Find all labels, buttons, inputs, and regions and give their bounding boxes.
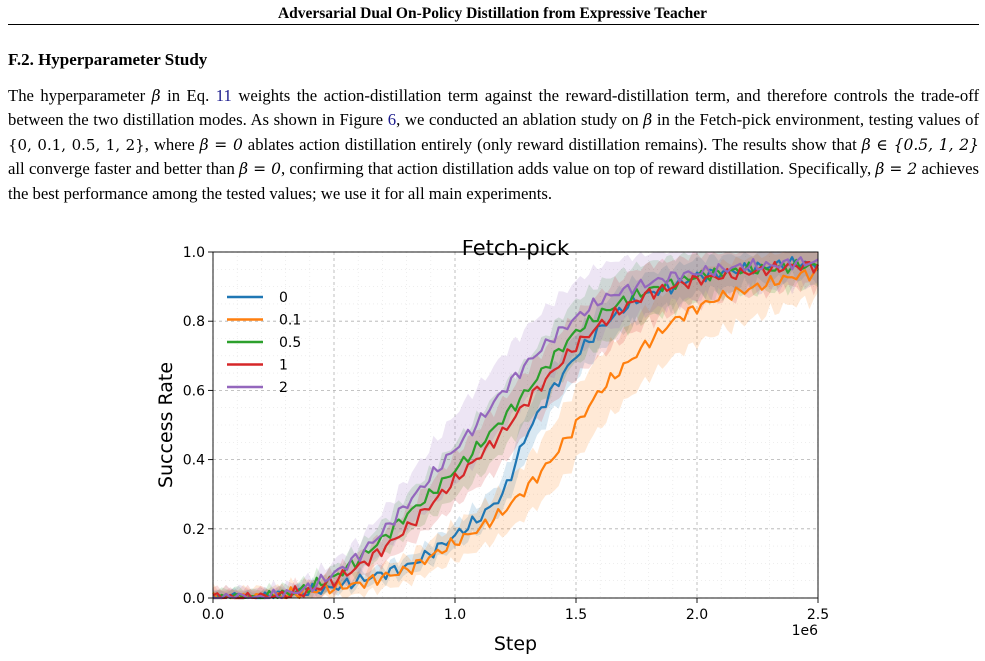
beta-value-set: {0, 0.1, 0.5, 1, 2} — [8, 135, 145, 154]
equation-link[interactable]: 11 — [215, 86, 232, 105]
x-tick-label: 1.5 — [565, 607, 587, 623]
para-text-7: ablates action distillation entirely (on… — [242, 134, 862, 154]
legend-label-0: 0 — [279, 290, 288, 306]
band-series-0.1 — [213, 252, 818, 598]
legend: 0 0.1 0.5 1 2 — [227, 290, 301, 396]
axis-ticks: 0.0 0.5 1.0 1.5 2.0 2.5 0.0 0.2 0.4 0.6 0.8 1.0 — [183, 245, 829, 623]
y-tick-label: 0.8 — [183, 314, 205, 330]
para-text-3: weights the action-distillation term aga… — [8, 86, 979, 130]
figure-link[interactable]: 6 — [387, 110, 397, 130]
para-text-4: , we conducted an ablation study on — [396, 110, 644, 130]
para-text-2: in Eq. — [160, 86, 216, 105]
x-tick-label: 2.5 — [807, 607, 829, 623]
x-tick-label: 2.0 — [686, 607, 708, 623]
beta-zero: β = 0 — [199, 135, 243, 154]
legend-label-2: 2 — [279, 380, 288, 396]
plot-frame — [212, 251, 819, 599]
beta-zero: β = 0 — [239, 160, 281, 179]
line-chart: 0.0 0.5 1.0 1.5 2.0 2.5 0.0 0.2 0.4 0.6 0.8 1.0 Fet… — [155, 240, 829, 655]
para-text-6: , where — [144, 134, 200, 154]
y-tick-label: 0.6 — [183, 383, 205, 399]
x-axis-scale-label: 1e6 — [792, 623, 819, 639]
band-series-0.5 — [213, 252, 818, 598]
x-tick-label: 1.0 — [444, 607, 466, 623]
band-series-1 — [213, 252, 818, 598]
para-text-8: all converge faster and better than — [8, 159, 240, 179]
section-title: F.2. Hyperparameter Study — [8, 50, 208, 69]
line-series-2 — [213, 256, 819, 600]
beta-two: β = 2 — [875, 160, 918, 179]
y-tick-label: 0.4 — [183, 453, 205, 469]
line-series-0.1 — [212, 266, 819, 600]
y-tick-label: 1.0 — [183, 245, 205, 261]
y-tick-label: 0.0 — [183, 591, 205, 607]
legend-label-0.1: 0.1 — [279, 313, 301, 329]
x-tick-label: 0.0 — [202, 607, 224, 623]
running-title: Adversarial Dual On-Policy Distillation … — [277, 5, 708, 22]
series-lines — [212, 256, 819, 600]
para-text-5: in the Fetch-pick environment, testing v… — [652, 110, 979, 130]
y-axis-label: Success Rate — [155, 362, 177, 488]
legend-label-0.5: 0.5 — [279, 335, 301, 351]
para-text-9: , confirming that action distillation ad… — [280, 159, 876, 179]
para-text-10: achieves the best performance among the … — [8, 159, 980, 203]
beta-in-set: β ∈ {0.5, 1, 2} — [861, 135, 979, 154]
confidence-bands — [213, 252, 818, 598]
beta-symbol: β — [643, 111, 653, 130]
header-rule — [8, 24, 979, 25]
body-paragraph: The hyperparameter β in Eq. 11 weights t… — [8, 84, 979, 205]
figure-fetch-pick: 0.0 0.5 1.0 1.5 2.0 2.5 0.0 0.2 0.4 0.6 0.8 1.0 Fet… — [0, 240, 985, 661]
beta-symbol: β — [151, 87, 161, 105]
x-tick-label: 0.5 — [323, 607, 345, 623]
para-text-1: The hyperparameter — [8, 86, 152, 105]
y-tick-label: 0.2 — [183, 522, 205, 538]
x-axis-label: Step — [494, 633, 537, 655]
chart-title: Fetch-pick — [462, 240, 570, 260]
band-series-2 — [213, 252, 818, 598]
legend-label-1: 1 — [279, 358, 288, 374]
